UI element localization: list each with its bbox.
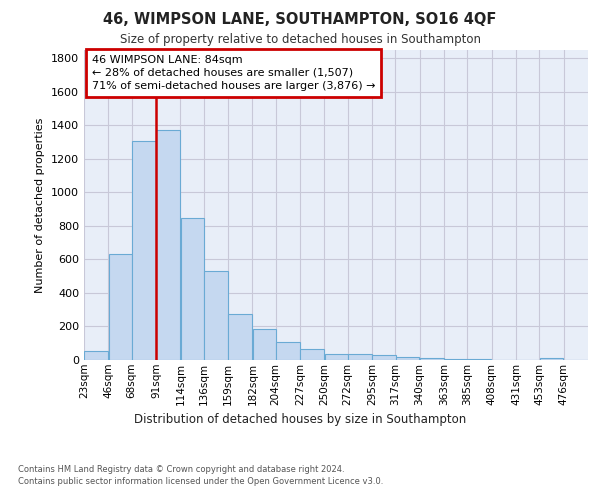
Bar <box>109 254 133 360</box>
Text: Size of property relative to detached houses in Southampton: Size of property relative to detached ho… <box>119 32 481 46</box>
Bar <box>181 218 205 360</box>
Bar <box>84 351 108 360</box>
Bar <box>372 356 396 360</box>
Bar <box>325 354 349 360</box>
Bar <box>420 358 444 360</box>
Bar <box>300 349 324 360</box>
Bar <box>348 354 372 360</box>
Text: 46, WIMPSON LANE, SOUTHAMPTON, SO16 4QF: 46, WIMPSON LANE, SOUTHAMPTON, SO16 4QF <box>103 12 497 28</box>
Text: Contains HM Land Registry data © Crown copyright and database right 2024.: Contains HM Land Registry data © Crown c… <box>18 465 344 474</box>
Bar <box>539 358 563 360</box>
Bar <box>276 342 300 360</box>
Bar <box>444 359 468 360</box>
Text: 46 WIMPSON LANE: 84sqm
← 28% of detached houses are smaller (1,507)
71% of semi-: 46 WIMPSON LANE: 84sqm ← 28% of detached… <box>92 54 375 91</box>
Y-axis label: Number of detached properties: Number of detached properties <box>35 118 46 292</box>
Text: Contains public sector information licensed under the Open Government Licence v3: Contains public sector information licen… <box>18 478 383 486</box>
Bar <box>253 329 277 360</box>
Bar <box>228 314 252 360</box>
Bar <box>132 142 156 360</box>
Text: Distribution of detached houses by size in Southampton: Distribution of detached houses by size … <box>134 412 466 426</box>
Bar <box>395 357 419 360</box>
Bar <box>156 130 180 360</box>
Bar <box>204 271 228 360</box>
